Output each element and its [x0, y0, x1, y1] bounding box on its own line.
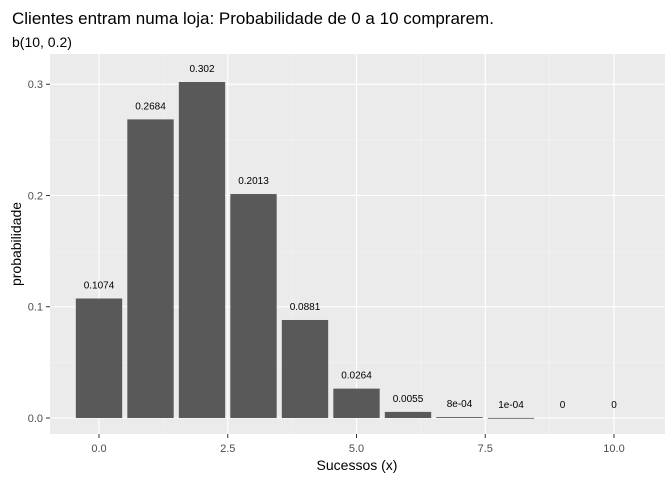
y-tick-label: 0.2	[28, 190, 43, 202]
y-axis-title: probabilidade	[8, 202, 24, 286]
data-label: 0.2013	[238, 176, 269, 187]
bar	[333, 388, 380, 418]
bar	[281, 319, 329, 418]
y-tick-label: 0.3	[28, 79, 43, 91]
data-label: 0.0055	[393, 394, 424, 405]
data-label: 0.1074	[84, 281, 115, 292]
bars	[75, 82, 535, 419]
data-label: 1e-04	[498, 400, 524, 411]
minor-gridlines	[50, 54, 665, 434]
data-label: 0.0264	[341, 371, 372, 382]
x-axis: 0.0 2.5 5.0 7.5 10.0	[91, 434, 625, 455]
x-tick-label: 7.5	[478, 443, 493, 455]
major-gridlines	[50, 54, 665, 434]
bar	[487, 417, 535, 419]
y-tick-label: 0.0	[28, 413, 43, 425]
data-labels: 0.1074 0.2684 0.302 0.2013 0.0881 0.0264 0.005…	[84, 64, 618, 411]
bar	[230, 194, 277, 418]
x-tick-label: 10.0	[603, 443, 624, 455]
bar	[127, 119, 174, 418]
y-tick-label: 0.1	[28, 302, 43, 314]
x-tick-label: 5.0	[349, 443, 364, 455]
data-label: 0.302	[189, 64, 214, 75]
x-tick-label: 0.0	[91, 443, 106, 455]
x-axis-title: Sucessos (x)	[317, 457, 398, 473]
chart-title: Clientes entram numa loja: Probabilidade…	[12, 9, 494, 28]
bar	[178, 82, 226, 418]
chart-subtitle: b(10, 0.2)	[12, 34, 72, 50]
bar	[384, 411, 432, 418]
y-axis: 0.0 0.1 0.2 0.3	[28, 79, 50, 425]
x-tick-label: 2.5	[220, 443, 235, 455]
data-label: 0	[560, 400, 566, 411]
data-label: 0.0881	[290, 302, 321, 313]
data-label: 0.2684	[135, 101, 166, 112]
data-label: 0	[611, 400, 617, 411]
data-label: 8e-04	[447, 399, 473, 410]
bar	[75, 298, 123, 418]
bar	[436, 417, 483, 418]
